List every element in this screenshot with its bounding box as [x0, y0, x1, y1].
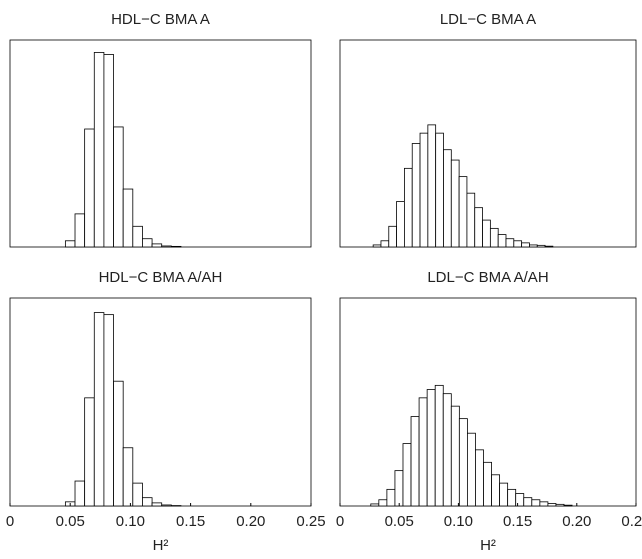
bar: [491, 474, 501, 507]
bar: [505, 238, 515, 248]
bar: [483, 461, 492, 507]
bar: [513, 240, 523, 248]
bar: [443, 149, 452, 248]
x-tick-label: 0.15: [503, 513, 532, 530]
x-tick-label: 0.20: [236, 513, 265, 530]
x-tick-label: 0.10: [116, 513, 145, 530]
bar: [161, 245, 172, 248]
bar: [142, 497, 153, 507]
x-tick-label: 0.15: [176, 513, 205, 530]
bar: [113, 380, 124, 507]
bar: [122, 447, 134, 507]
bar: [544, 245, 554, 248]
x-tick-label: 0.25: [621, 513, 642, 530]
bar: [419, 132, 429, 248]
x-tick-label: 0.05: [56, 513, 85, 530]
bar: [402, 443, 412, 507]
bar: [435, 132, 444, 248]
chart-title: HDL−C BMA A: [111, 11, 210, 28]
bar: [103, 54, 114, 248]
x-tick-label: 0.25: [296, 513, 325, 530]
bar: [64, 240, 76, 248]
bar: [497, 234, 507, 248]
x-axis-label: H²: [153, 537, 169, 554]
bar: [84, 128, 95, 248]
chart-title: LDL−C BMA A/AH: [427, 269, 548, 286]
bar: [529, 244, 538, 248]
bar: [378, 499, 388, 507]
plot-frame: [339, 39, 637, 248]
bar: [499, 482, 509, 507]
x-tick-label: 0.20: [562, 513, 591, 530]
bar: [103, 314, 114, 507]
bar: [531, 499, 541, 507]
bar: [93, 312, 105, 507]
bar: [396, 201, 405, 248]
bar: [132, 225, 143, 248]
bar: [161, 504, 172, 507]
bar: [404, 167, 413, 248]
plot-frame: [9, 39, 312, 248]
bar: [442, 393, 452, 507]
bar: [74, 480, 86, 507]
x-tick-label: 0.10: [444, 513, 473, 530]
bar: [426, 389, 436, 507]
bar: [474, 207, 483, 248]
bar: [563, 504, 573, 507]
bar: [466, 432, 476, 507]
bar: [482, 219, 491, 248]
bar: [170, 245, 182, 248]
bar: [418, 397, 428, 507]
bar: [523, 497, 533, 507]
bar: [122, 188, 134, 248]
bar: [555, 503, 565, 507]
bar: [427, 124, 437, 248]
bar: [388, 225, 397, 248]
bar: [458, 176, 468, 248]
bar: [84, 397, 95, 507]
bar: [386, 488, 396, 507]
bar: [521, 242, 530, 248]
bar: [93, 52, 105, 248]
bar: [547, 503, 557, 507]
bar: [450, 405, 460, 507]
bar: [475, 449, 484, 507]
bar: [74, 213, 86, 248]
bar: [515, 493, 525, 507]
bar: [539, 501, 549, 507]
bar: [450, 159, 460, 248]
bar: [411, 143, 421, 248]
bar: [372, 244, 382, 248]
bar: [507, 488, 517, 507]
bar: [370, 503, 380, 507]
plot-frame: [9, 297, 312, 507]
bar: [536, 244, 546, 248]
bar: [113, 126, 124, 248]
bar: [142, 238, 153, 248]
x-tick-label: 0: [336, 513, 344, 530]
bar: [410, 416, 420, 507]
bar: [489, 227, 499, 248]
bar: [132, 482, 143, 507]
x-tick-label: 0: [6, 513, 14, 530]
bar: [380, 240, 390, 248]
bar: [434, 384, 444, 507]
bar: [151, 502, 163, 507]
x-axis-label: H²: [480, 537, 496, 554]
bar: [151, 243, 163, 248]
x-tick-label: 0.05: [385, 513, 414, 530]
bar: [394, 470, 404, 507]
bar: [458, 418, 468, 507]
chart-title: LDL−C BMA A: [440, 11, 536, 28]
bar: [466, 192, 476, 248]
chart-title: HDL−C BMA A/AH: [99, 269, 223, 286]
